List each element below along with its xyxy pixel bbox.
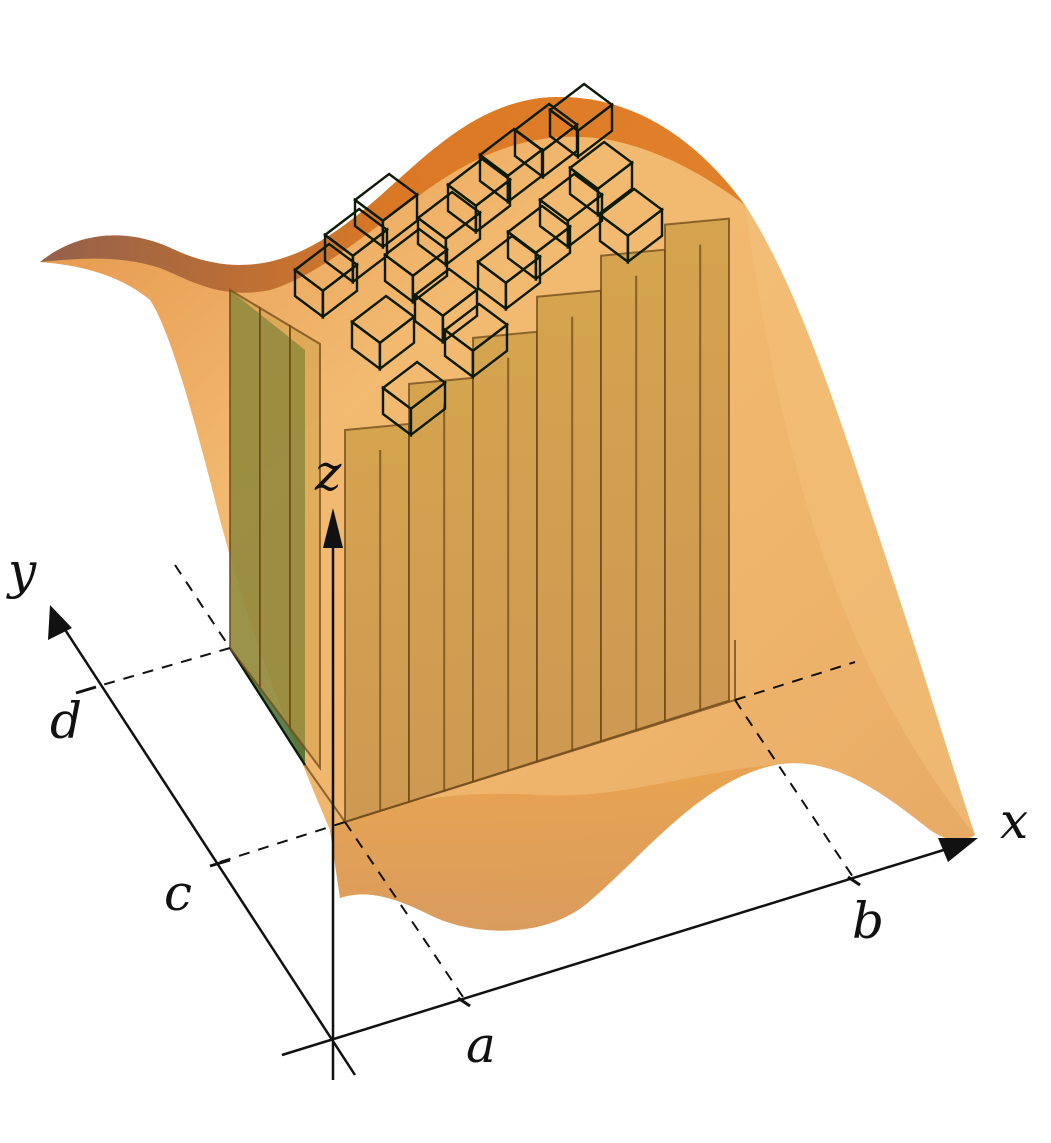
prism-block-right xyxy=(444,210,482,268)
prism-base-outline xyxy=(304,640,736,824)
tick-d xyxy=(75,685,97,695)
prism-column-front xyxy=(664,217,730,723)
prism-block-right xyxy=(504,254,542,312)
surface-ridge xyxy=(40,96,745,293)
prism-block-right xyxy=(596,160,634,218)
prism-block-right xyxy=(321,262,359,320)
tick-b xyxy=(847,875,861,887)
prism-top-blocks xyxy=(293,82,664,438)
tick-a xyxy=(457,996,471,1008)
tick-marks xyxy=(75,685,861,1008)
prism-slab xyxy=(229,288,261,691)
prism-block-right xyxy=(351,227,389,285)
tick-c xyxy=(209,858,231,868)
prism-block-right xyxy=(534,224,572,282)
prism-block-right xyxy=(566,192,604,250)
prism-column-front xyxy=(408,376,474,804)
prism-block-right xyxy=(471,322,509,380)
guide-line-d xyxy=(84,647,231,691)
guide-lines xyxy=(84,564,856,1001)
surface-front-fold xyxy=(330,765,775,931)
axes xyxy=(48,508,978,1080)
guide-line-c xyxy=(219,821,346,863)
prism-column-front xyxy=(536,289,602,763)
x-axis-label: x xyxy=(1000,792,1028,850)
surface-right-highlight xyxy=(745,205,975,835)
prism-slab xyxy=(259,306,291,731)
y-axis xyxy=(60,624,357,1076)
tick-label-c: c xyxy=(164,864,192,922)
prism-block-right xyxy=(378,314,416,372)
tick-label-a: a xyxy=(466,1016,496,1074)
prism-block-right xyxy=(474,177,512,235)
prism-column-front xyxy=(344,422,410,824)
guide-line-a xyxy=(344,821,466,1001)
y-axis-label: y xyxy=(6,542,37,600)
prism-columns xyxy=(229,217,736,824)
guide-line-b xyxy=(734,699,856,881)
tick-label-d: d xyxy=(50,692,82,750)
prism-block-right xyxy=(626,207,664,265)
prism-block-right xyxy=(576,102,614,160)
prism-slab xyxy=(289,324,321,771)
y-axis-arrow xyxy=(48,605,72,640)
prism-block-right xyxy=(381,192,419,250)
guide-line-back-y xyxy=(174,564,231,649)
z-axis-label: z xyxy=(314,444,342,502)
prism-block-right xyxy=(409,380,447,438)
z-axis-arrow xyxy=(323,508,343,548)
x-axis xyxy=(281,846,951,1057)
prism-column-front xyxy=(472,330,538,783)
tick-label-b: b xyxy=(852,892,884,950)
prism-column-front xyxy=(600,248,666,743)
x-axis-arrow xyxy=(938,838,978,862)
guide-line-back-x xyxy=(734,661,856,701)
prism-block-right xyxy=(441,287,479,345)
